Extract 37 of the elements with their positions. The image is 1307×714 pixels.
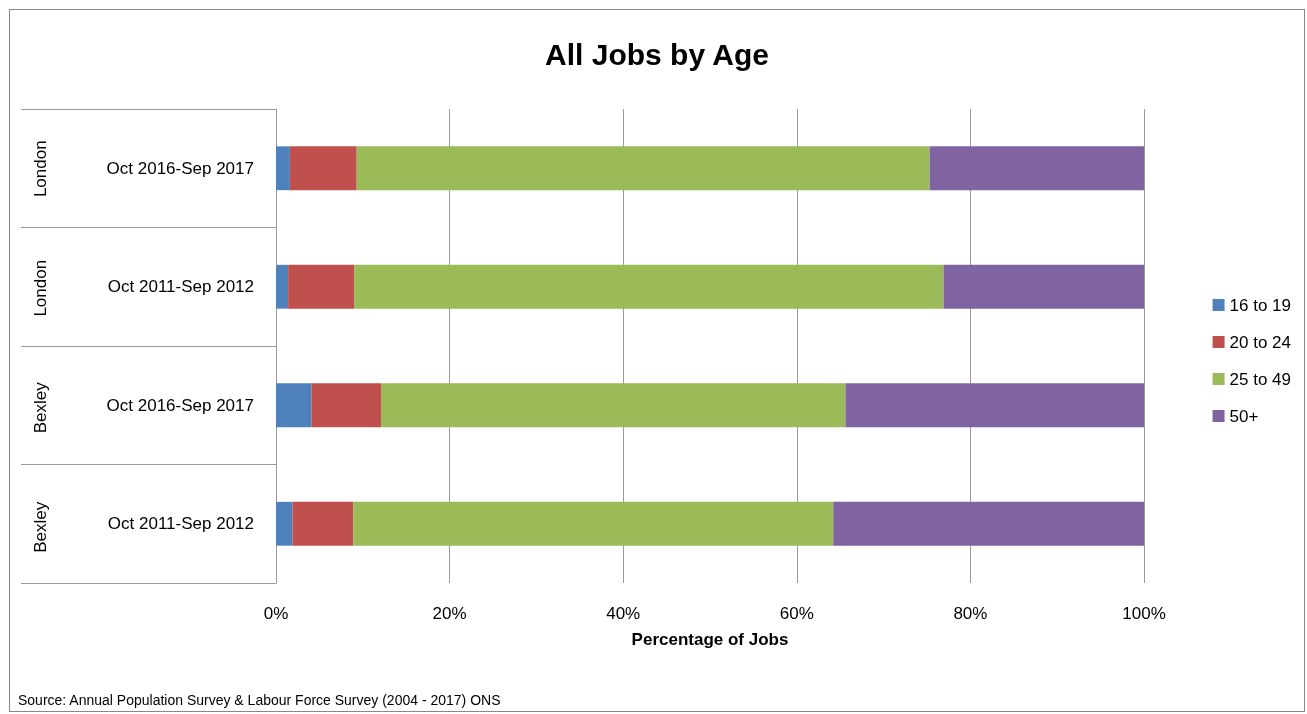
bar (929, 146, 1144, 191)
source-note: Source: Annual Population Survey & Labour Force Survey (2004 - 2017) ONS (18, 692, 501, 708)
bar (292, 501, 354, 546)
bar (353, 501, 834, 546)
x-tick-label: 0% (263, 604, 289, 623)
chart-title: All Jobs by Age (545, 37, 769, 71)
legend-label: 16 to 19 (1229, 295, 1292, 315)
bar (289, 146, 357, 191)
bar (276, 383, 312, 428)
x-tick-label: 40% (606, 604, 641, 623)
x-tick-label: 60% (779, 604, 814, 623)
bar (276, 146, 290, 191)
bar (288, 264, 355, 309)
bar (276, 501, 293, 546)
bar (833, 501, 1144, 546)
x-axis-title: Percentage of Jobs (631, 630, 789, 649)
bar (845, 383, 1144, 428)
y-tick-label: Oct 2011-Sep 2012 (107, 514, 254, 534)
x-tick-label: 20% (432, 604, 467, 623)
bar (354, 264, 944, 309)
bar (943, 264, 1144, 309)
x-tick-label: 80% (953, 604, 988, 623)
text: Bexley (30, 501, 50, 553)
y-tick-label: Oct 2016-Sep 2017 (106, 395, 254, 415)
y-tick-label: Oct 2016-Sep 2017 (106, 158, 254, 178)
text: Bexley (30, 381, 50, 434)
bar (381, 383, 846, 428)
text: London (30, 259, 50, 317)
legend-label: 25 to 49 (1229, 369, 1292, 389)
bar (356, 146, 930, 191)
bar (311, 383, 382, 428)
x-tick-label: 100% (1122, 604, 1166, 623)
legend-label: 20 to 24 (1229, 332, 1292, 352)
legend-label: 50+ (1229, 406, 1259, 426)
text: London (30, 140, 50, 198)
y-tick-label: Oct 2011-Sep 2012 (107, 277, 254, 297)
bar (276, 264, 289, 309)
